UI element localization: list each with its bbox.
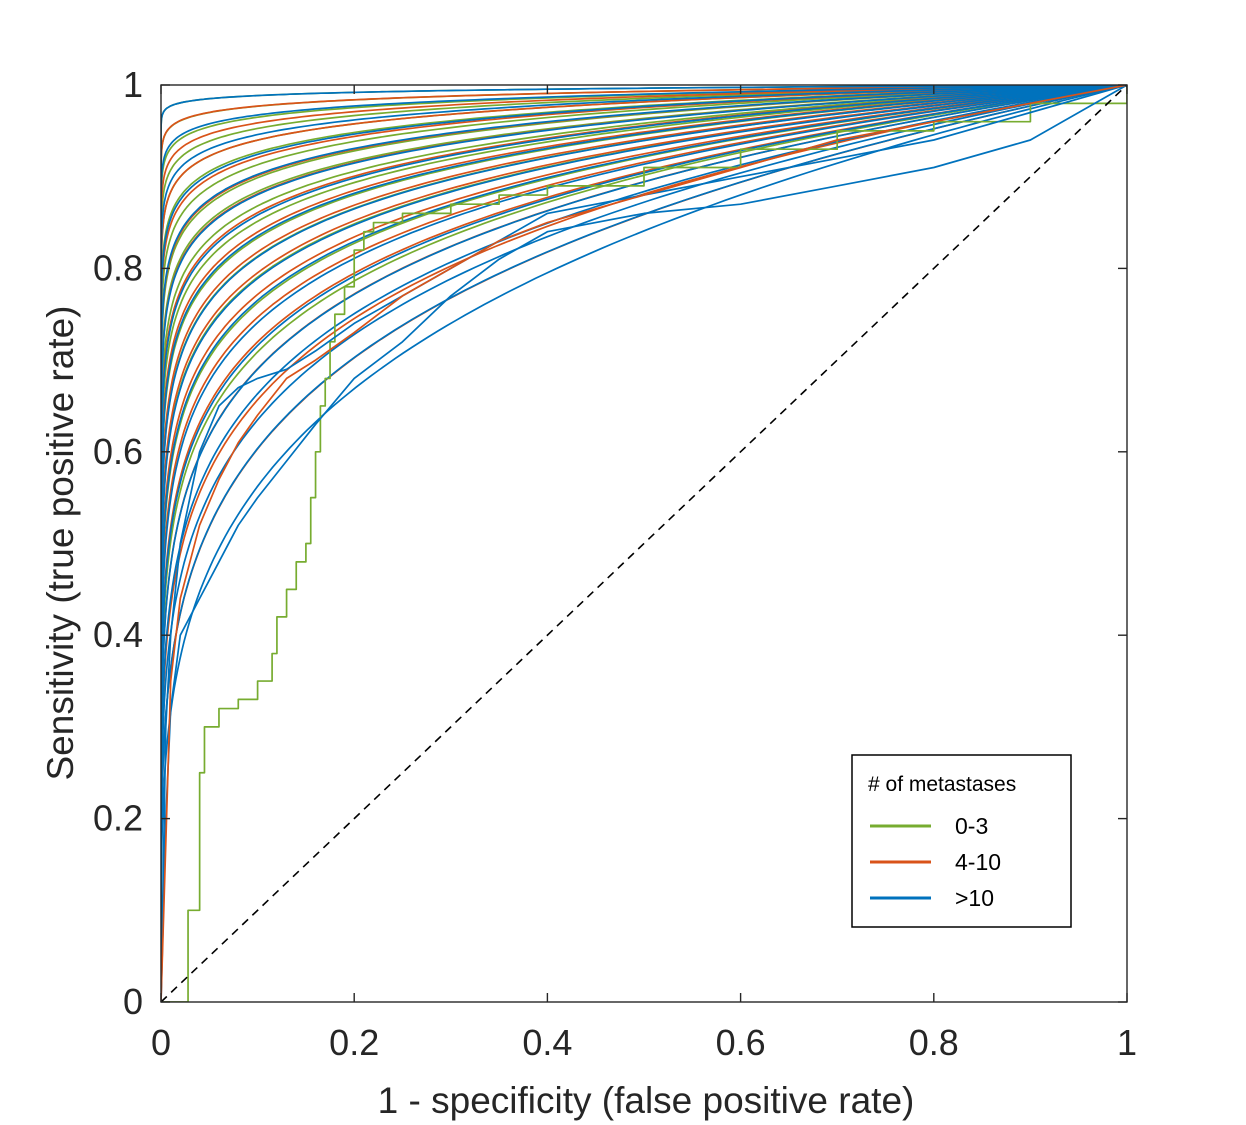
roc-curve-over-10: [161, 85, 1127, 1002]
roc-curve-4-10: [161, 85, 1127, 1002]
legend: # of metastases 0-3 4-10 >10: [851, 754, 1072, 928]
x-tick-label: 0: [151, 1022, 171, 1063]
roc-curve-over-10: [161, 85, 1127, 1002]
legend-title: # of metastases: [868, 773, 1016, 796]
roc-curve-0-3: [161, 85, 1127, 1002]
roc-curve-0-3: [161, 85, 1127, 1002]
x-tick-label: 0.2: [329, 1022, 379, 1063]
x-axis-ticks: 0 0.2 0.4 0.6 0.8 1: [151, 85, 1137, 1063]
roc-curve-0-3: [161, 85, 1127, 1002]
y-tick-label: 0.2: [93, 798, 143, 839]
roc-curve-over-10: [161, 85, 1127, 1002]
y-tick-label: 0.6: [93, 431, 143, 472]
roc-curve-series-0-3: [161, 85, 1127, 1002]
roc-curve-0-3: [161, 85, 1127, 1002]
roc-curve-0-3: [161, 85, 1127, 1002]
roc-curve-over-10: [161, 85, 1127, 1002]
x-tick-label: 0.8: [909, 1022, 959, 1063]
roc-curve-over-10: [161, 85, 1127, 1002]
y-axis-label: Sensitivity (true positive rate): [40, 305, 81, 780]
legend-label-over-10: >10: [955, 885, 994, 911]
roc-curve-4-10: [161, 85, 1127, 1002]
roc-curve-over-10: [161, 85, 1127, 1002]
roc-curve-over-10: [161, 85, 1127, 1002]
y-axis-ticks: 0 0.2 0.4 0.6 0.8 1: [93, 64, 1127, 1022]
y-tick-label: 0: [123, 981, 143, 1022]
y-tick-label: 0.8: [93, 247, 143, 288]
roc-curve-over-10: [161, 85, 1127, 1002]
roc-curve-over-10: [161, 85, 1127, 1002]
roc-curve-over-10: [161, 85, 1127, 1002]
legend-label-4-10: 4-10: [955, 849, 1001, 875]
roc-curve-series-4-10: [161, 85, 1127, 1002]
legend-label-0-3: 0-3: [955, 813, 988, 839]
x-axis-label: 1 - specificity (false positive rate): [378, 1080, 915, 1121]
roc-curves: [161, 85, 1127, 1002]
roc-curve-4-10: [161, 85, 1127, 1002]
roc-curve-over-10: [161, 85, 1127, 1002]
roc-curve-over-10: [161, 85, 1127, 1002]
chance-diagonal-line: [160, 84, 1128, 1003]
roc-curve-series-over-10: [161, 85, 1127, 1002]
y-tick-label: 1: [123, 64, 143, 105]
x-tick-label: 1: [1117, 1022, 1137, 1063]
roc-curve-series-over-10: [161, 85, 1127, 1002]
roc-curve-over-10: [161, 85, 1127, 1002]
roc-curve-4-10: [161, 85, 1127, 1002]
roc-curve-over-10: [161, 85, 1127, 1002]
roc-curve-4-10: [161, 85, 1127, 1002]
roc-curve-over-10: [161, 85, 1127, 1002]
roc-curve-over-10: [161, 85, 1127, 1002]
roc-curve-4-10: [161, 85, 1127, 1002]
roc-curve-4-10: [161, 85, 1127, 1002]
x-tick-label: 0.4: [522, 1022, 572, 1063]
axes-box: [160, 84, 1128, 1003]
x-tick-label: 0.6: [716, 1022, 766, 1063]
y-tick-label: 0.4: [93, 614, 143, 655]
roc-curve-4-10: [161, 85, 1127, 1002]
roc-curve-over-10: [161, 85, 1127, 1002]
